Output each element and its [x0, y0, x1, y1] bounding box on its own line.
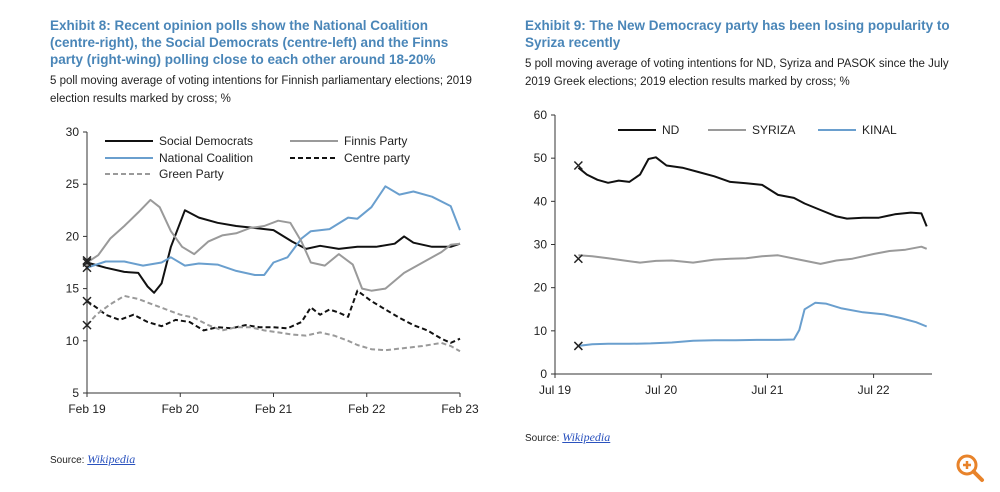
x-tick-label: Jul 22 — [858, 383, 890, 397]
zoom-lens — [956, 454, 978, 476]
y-tick-label: 15 — [66, 282, 80, 296]
series-line-green-party — [86, 294, 461, 353]
election-2019-marker — [573, 341, 583, 351]
source-link-wikipedia[interactable]: Wikipedia — [562, 430, 611, 444]
exhibit-8-subtitle: 5 poll moving average of voting intentio… — [50, 75, 472, 105]
series-line-national-coalition — [86, 185, 461, 276]
election-2019-marker — [82, 255, 92, 265]
y-tick-label: 5 — [72, 386, 79, 400]
zoom-handle — [971, 469, 984, 482]
legend-label-nd: ND — [662, 123, 680, 137]
x-tick-label: Feb 22 — [348, 402, 386, 416]
x-tick-label: Jul 19 — [539, 383, 571, 397]
zoom-in-icon[interactable] — [954, 452, 986, 484]
y-tick-label: 25 — [66, 177, 80, 191]
y-tick-label: 50 — [534, 151, 548, 165]
x-tick-label: Feb 23 — [441, 402, 479, 416]
series-line-centre-party — [86, 289, 461, 344]
exhibit-8-title: Exhibit 8: Recent opinion polls show the… — [50, 18, 449, 67]
x-tick-label: Jul 21 — [751, 383, 783, 397]
y-tick-label: 20 — [534, 281, 548, 295]
series-line-nd — [577, 156, 928, 227]
exhibit-9-chart: 0 10 20 30 40 50 60 Jul 19 Jul 20 Jul 21 Jul 22 ND S… — [534, 108, 932, 397]
x-tick-label: Feb 19 — [68, 402, 106, 416]
exhibit-8-panel: Exhibit 8: Recent opinion polls show the… — [50, 18, 479, 467]
exhibit-8-chart: 5 10 15 20 25 30 Feb 19 Feb 20 Feb 21 Feb 22 Feb 2… — [66, 125, 479, 416]
legend-label-national-coalition: National Coalition — [159, 151, 253, 165]
exhibit-9-panel: Exhibit 9: The New Democracy party has b… — [500, 0, 1000, 492]
y-tick-label: 60 — [534, 108, 548, 122]
x-tick-label: Feb 20 — [162, 402, 200, 416]
y-tick-label: 40 — [534, 194, 548, 208]
y-tick-label: 20 — [66, 229, 80, 243]
legend-label-centre-party: Centre party — [344, 151, 410, 165]
exhibit-8-source: Source: Wikipedia — [50, 452, 135, 467]
x-tick-label: Jul 20 — [645, 383, 677, 397]
series-line-social-democrats — [86, 209, 461, 294]
series-line-kinal — [578, 301, 928, 347]
y-tick-label: 30 — [66, 125, 80, 139]
election-2019-marker — [82, 320, 92, 330]
election-2019-marker — [82, 257, 92, 268]
y-tick-label: 10 — [66, 334, 80, 348]
y-tick-label: 30 — [534, 238, 548, 252]
exhibit-9-title: Exhibit 9: The New Democracy party has b… — [525, 18, 950, 50]
y-tick-label: 0 — [540, 367, 547, 381]
source-label: Source: — [50, 455, 85, 466]
series-line-finnis-party — [86, 198, 461, 292]
legend-label-social-democrats: Social Democrats — [159, 134, 253, 148]
exhibit-9-source: Source: Wikipedia — [525, 430, 610, 445]
legend-label-kinal: KINAL — [862, 123, 897, 137]
source-label: Source: — [525, 433, 560, 444]
x-tick-label: Feb 21 — [255, 402, 293, 416]
legend-label-green-party: Green Party — [159, 167, 224, 181]
exhibit-9-subtitle: 5 poll moving average of voting intentio… — [525, 58, 949, 88]
source-link-wikipedia[interactable]: Wikipedia — [87, 452, 136, 466]
legend-label-finnis-party: Finnis Party — [344, 134, 407, 148]
series-line-syriza — [578, 245, 928, 265]
y-tick-label: 10 — [534, 324, 548, 338]
election-2019-marker — [573, 160, 583, 171]
election-2019-marker — [82, 296, 92, 306]
legend-label-syriza: SYRIZA — [752, 123, 795, 137]
election-2019-marker — [573, 254, 583, 264]
